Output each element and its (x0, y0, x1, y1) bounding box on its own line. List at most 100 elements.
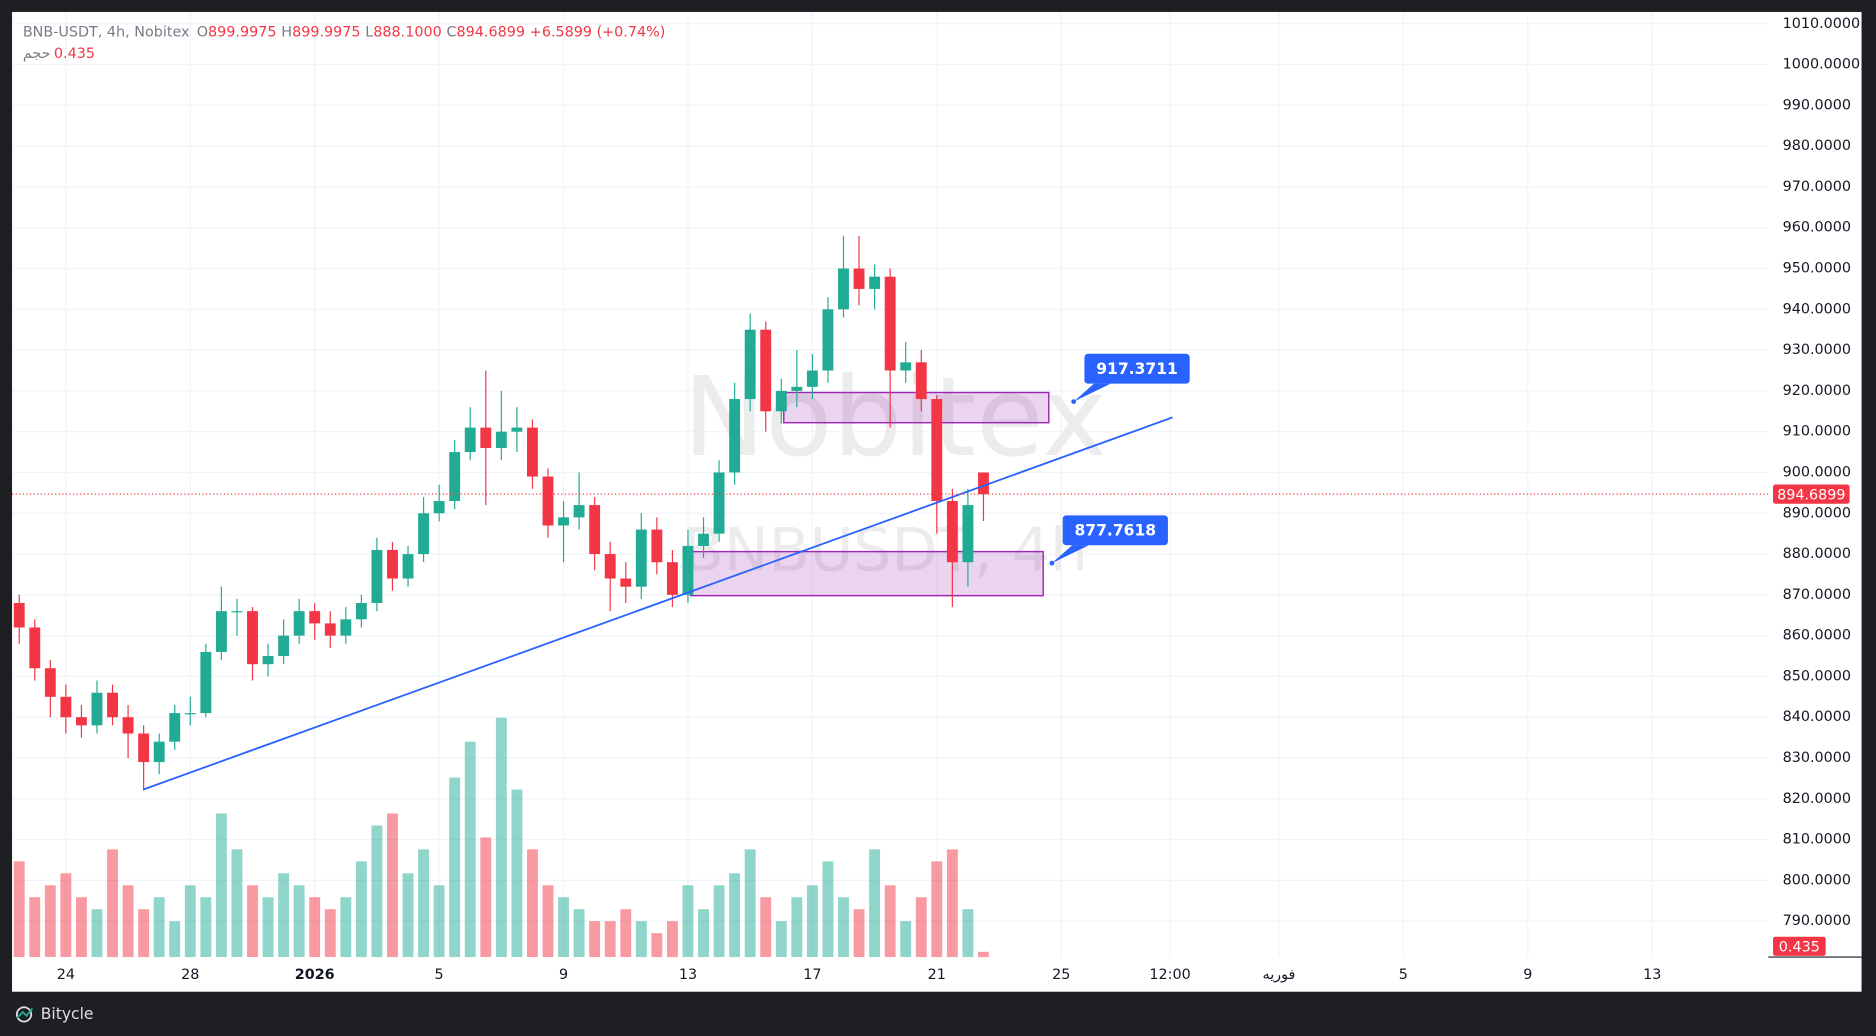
zone (689, 550, 1044, 597)
volume-bar (915, 897, 927, 958)
candle-body (526, 427, 538, 477)
volume-bar (91, 909, 103, 958)
candle-body (775, 390, 787, 412)
candle-body (29, 627, 41, 669)
candle-body (122, 717, 134, 734)
y-tick-label: 960.0000 (1783, 220, 1851, 236)
volume-bar (200, 897, 212, 958)
volume-bar (107, 849, 118, 958)
volume-bar (215, 813, 227, 958)
logo-mark (16, 1007, 34, 1019)
y-tick-label: 810.0000 (1783, 832, 1851, 848)
volume-bar (433, 885, 445, 958)
y-tick-label: 920.0000 (1783, 383, 1851, 399)
volume-bar (44, 885, 56, 958)
candle-body (744, 329, 756, 400)
candle-body (853, 268, 865, 289)
candle-body (387, 549, 398, 579)
watermark: BNBUSDT, 4h (683, 515, 1088, 585)
candle-body (713, 472, 725, 534)
x-tick-label: 25 (1052, 967, 1070, 983)
candle-body (495, 431, 507, 448)
y-tick-label: 790.0000 (1783, 913, 1851, 929)
y-tick-label: 970.0000 (1783, 179, 1851, 195)
volume-tag (1773, 936, 1826, 956)
candle-body (278, 635, 290, 657)
callout-box (1084, 353, 1190, 384)
candle-body (138, 733, 150, 763)
volume-bar (75, 897, 87, 958)
price-tag-label: 894.6899 (1777, 487, 1845, 503)
candle-body (558, 517, 569, 526)
candle-body (340, 619, 352, 636)
candle-body (247, 611, 258, 665)
volume-bar (884, 885, 896, 958)
x-tick-label: 2026 (295, 967, 335, 983)
x-tick-label: 13 (1643, 967, 1661, 983)
callout-anchor (1049, 560, 1055, 566)
candle-body (449, 452, 461, 502)
volume-bar (635, 921, 647, 958)
volume-bar (387, 813, 398, 958)
o-key: O (197, 24, 208, 40)
volume-bar (138, 909, 150, 958)
volume-bar (900, 921, 912, 958)
brand[interactable]: Bitycle (41, 1005, 94, 1023)
candle-body (107, 692, 118, 718)
y-tick-label: 860.0000 (1783, 628, 1851, 644)
volume-bar (464, 741, 476, 958)
candle-body (698, 533, 709, 546)
volume-bar (511, 789, 523, 958)
candle-body (262, 656, 274, 665)
y-tick-label: 1000.0000 (1783, 57, 1861, 73)
y-tick-label: 1010.0000 (1783, 16, 1861, 32)
volume-bar (355, 861, 367, 958)
volume-bar (931, 861, 943, 958)
volume-bar (371, 825, 383, 958)
change: +6.5899 (+0.74%) (530, 24, 666, 40)
y-tick-label: 930.0000 (1783, 342, 1851, 358)
x-tick-label: 13 (679, 967, 697, 983)
candle-body (635, 529, 647, 587)
volume-bar (526, 849, 538, 958)
volume-bar (620, 909, 632, 958)
h-key: H (281, 24, 292, 40)
c-key: C (447, 24, 457, 40)
volume-bar (558, 897, 569, 958)
candle-body (13, 602, 25, 628)
y-tick-label: 890.0000 (1783, 505, 1851, 521)
y-tick-label: 820.0000 (1783, 791, 1851, 807)
volume-bar (402, 873, 414, 958)
candle-body (418, 513, 430, 555)
volume-bar (324, 909, 336, 958)
x-tick-label: 9 (1523, 967, 1532, 983)
volume-bar (29, 897, 41, 958)
volume-bar (542, 885, 554, 958)
volume-bar (869, 849, 881, 958)
candle-body (869, 276, 881, 289)
volume-bar (744, 849, 756, 958)
callout-label: 877.7618 (1074, 521, 1156, 539)
volume-bar (946, 849, 958, 958)
volume-bar (480, 837, 492, 958)
volume-bar (449, 777, 461, 958)
x-tick-label: 24 (57, 967, 75, 983)
footer: Bitycle (15, 1005, 94, 1023)
volume-tag-label: 0.435 (1779, 939, 1820, 955)
volume-bar (153, 897, 165, 958)
volume-bar (853, 909, 865, 958)
volume-bar (822, 861, 834, 958)
volume-bar (806, 885, 818, 958)
candle-body (838, 268, 849, 310)
candle-body (402, 554, 414, 579)
symbol: BNB-USDT, 4h, Nobitex (23, 24, 190, 40)
volume-bar (791, 897, 803, 958)
volume-bar (418, 849, 430, 958)
volume-bar (122, 885, 134, 958)
y-tick-label: 840.0000 (1783, 709, 1851, 725)
volume-bar (573, 909, 585, 958)
candle-body (293, 611, 305, 636)
candle-body (91, 692, 103, 726)
